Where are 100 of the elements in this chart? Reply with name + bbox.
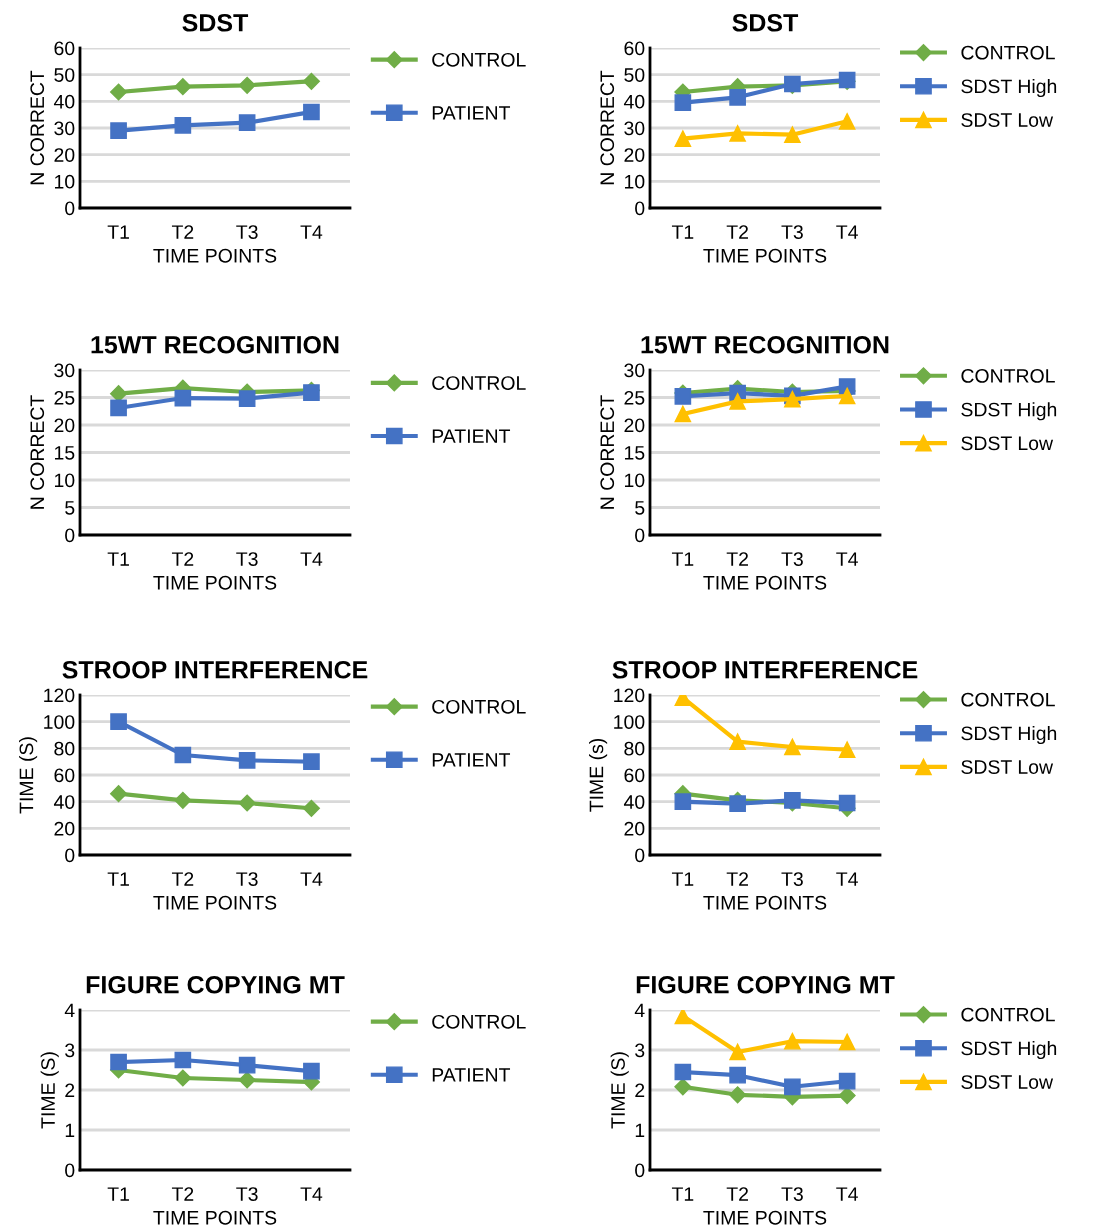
y-tick-label: 20	[54, 418, 75, 433]
y-tick-label: 120	[44, 688, 75, 703]
x-tick-label: T3	[236, 872, 258, 886]
x-tick-label: T2	[726, 872, 748, 886]
point	[110, 1053, 127, 1071]
point	[238, 1056, 256, 1074]
chart-title: STROOP INTERFERENCE	[612, 660, 918, 679]
legend-label: SDST Low	[961, 113, 1054, 127]
point	[784, 1032, 801, 1050]
point	[838, 1072, 856, 1090]
point	[729, 1066, 746, 1084]
point	[729, 88, 746, 106]
point	[110, 785, 128, 803]
y-tick-label: 40	[623, 795, 645, 809]
y-tick-label: 0	[635, 848, 645, 863]
point	[729, 795, 746, 813]
y-tick-label: 20	[624, 418, 645, 433]
y-tick-label: 50	[624, 68, 645, 82]
point	[784, 738, 801, 756]
x-tick-label: T1	[671, 872, 694, 886]
y-tick-label: 30	[54, 363, 75, 378]
x-axis-title: TIME POINTS	[153, 248, 277, 263]
legend-label: CONTROL	[961, 692, 1055, 707]
legend-label: CONTROL	[961, 1007, 1055, 1022]
y-axis-title: TIME (S)	[610, 1052, 629, 1129]
x-tick-label: T2	[726, 1187, 748, 1201]
y-tick-label: 3	[635, 1043, 645, 1058]
x-tick-label: T4	[300, 225, 323, 239]
y-tick-label: 0	[635, 528, 645, 543]
y-tick-label: 20	[624, 821, 645, 836]
y-tick-label: 1	[635, 1123, 645, 1138]
y-tick-label: 0	[635, 201, 645, 216]
y-tick-label: 15	[55, 446, 75, 460]
chart-title: FIGURE COPYING MT	[636, 975, 895, 994]
legend-label: SDST Low	[961, 760, 1054, 774]
y-tick-label: 0	[635, 1163, 645, 1178]
point	[729, 1043, 746, 1061]
point	[174, 78, 192, 96]
y-tick-label: 1	[65, 1123, 75, 1138]
legend-label: SDST Low	[961, 1075, 1054, 1089]
y-tick-label: 60	[624, 768, 645, 783]
x-axis-title: TIME POINTS	[153, 895, 277, 910]
x-tick-label: T3	[236, 1187, 258, 1201]
x-tick-label: T2	[726, 552, 748, 566]
y-tick-label: 100	[44, 715, 75, 729]
x-tick-label: T3	[781, 552, 803, 566]
legend-label: SDST Low	[961, 436, 1054, 451]
point	[729, 733, 746, 751]
y-tick-label: 40	[623, 94, 645, 109]
point	[674, 388, 692, 405]
x-tick-label: T4	[300, 872, 323, 886]
point	[784, 126, 801, 144]
point	[110, 122, 127, 140]
legend-label: PATIENT	[432, 106, 511, 120]
y-tick-label: 2	[65, 1083, 75, 1098]
x-tick-label: T1	[671, 225, 694, 239]
point	[110, 83, 128, 101]
y-tick-label: 25	[54, 390, 75, 405]
point	[784, 1078, 801, 1096]
y-axis-title: TIME (S)	[19, 737, 38, 814]
legend-label: PATIENT	[432, 753, 511, 767]
point	[674, 130, 692, 148]
y-tick-label: 30	[624, 363, 645, 378]
y-tick-label: 5	[65, 501, 75, 515]
point	[729, 124, 746, 142]
point	[238, 1071, 256, 1089]
point	[110, 713, 127, 731]
legend-label: SDST High	[961, 1040, 1057, 1060]
x-tick-label: T1	[107, 872, 129, 886]
y-tick-label: 60	[54, 768, 75, 783]
y-axis-title: TIME (S)	[40, 1052, 59, 1129]
y-tick-label: 10	[55, 174, 75, 189]
point	[674, 1063, 692, 1081]
x-tick-label: T3	[236, 225, 258, 239]
x-axis-title: TIME POINTS	[703, 1210, 827, 1225]
x-axis-title: TIME POINTS	[153, 575, 277, 590]
legend-label: CONTROL	[432, 376, 526, 390]
y-tick-label: 60	[54, 41, 75, 56]
y-axis-title: TIME (s)	[589, 738, 608, 812]
x-axis-title: TIME POINTS	[703, 575, 827, 590]
x-tick-label: T4	[300, 552, 323, 566]
x-tick-label: T3	[236, 552, 258, 566]
x-tick-label: T3	[781, 1187, 803, 1201]
y-tick-label: 30	[624, 121, 645, 136]
y-tick-label: 80	[54, 741, 75, 756]
x-tick-label: T1	[671, 552, 694, 566]
legend-label: PATIENT	[432, 1068, 511, 1082]
point	[838, 387, 856, 405]
legend-label: SDST High	[961, 725, 1057, 745]
x-axis-title: TIME POINTS	[703, 895, 827, 910]
x-axis-title: TIME POINTS	[153, 1210, 277, 1225]
y-tick-label: 0	[65, 528, 75, 543]
y-axis-title: N CORRECT	[30, 395, 45, 509]
x-tick-label: T4	[836, 225, 858, 239]
y-tick-label: 80	[624, 741, 645, 756]
point	[838, 794, 856, 812]
y-tick-label: 4	[634, 1003, 645, 1018]
legend-label: SDST High	[961, 402, 1057, 421]
y-tick-label: 5	[635, 501, 645, 515]
x-tick-label: T1	[107, 1187, 129, 1201]
